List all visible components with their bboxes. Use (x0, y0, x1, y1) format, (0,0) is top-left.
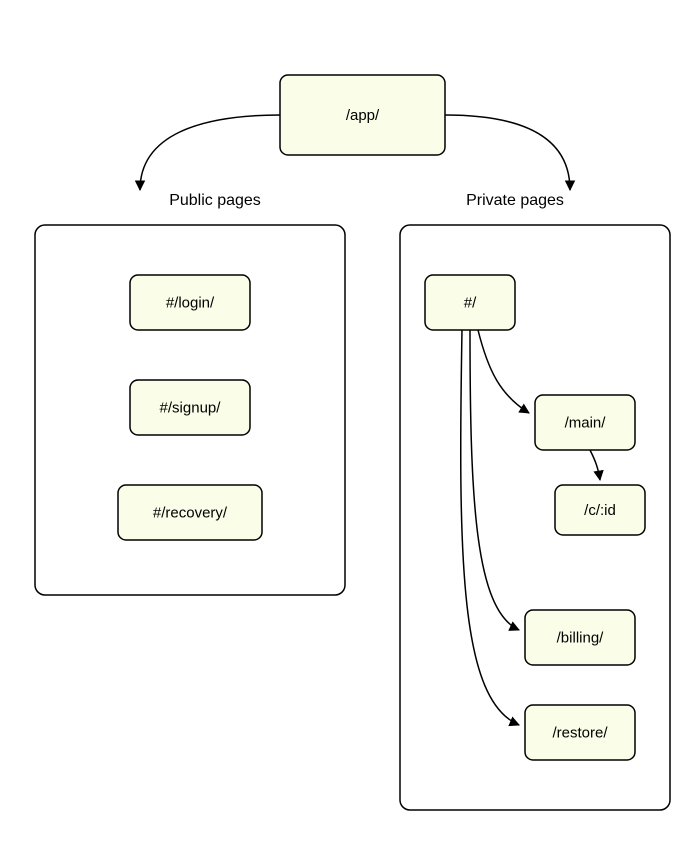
root-node-label: /app/ (346, 107, 380, 124)
node-main-label: /main/ (565, 414, 607, 431)
edge-root-public_header (140, 115, 280, 190)
node-login-label: #/login/ (166, 294, 215, 311)
node-signup-label: #/signup/ (160, 399, 222, 416)
edge-hash-restore (461, 330, 519, 725)
node-hash-label: #/ (464, 294, 477, 311)
private-header: Private pages (466, 192, 564, 209)
edge-main-cid (590, 450, 600, 480)
edge-root-private_header (445, 115, 570, 190)
node-restore-label: /restore/ (552, 724, 608, 741)
node-recovery-label: #/recovery/ (153, 504, 228, 521)
public-header: Public pages (169, 192, 261, 209)
node-billing-label: /billing/ (557, 629, 605, 646)
edge-hash-main (478, 330, 529, 413)
node-cid-label: /c/:id (584, 502, 616, 519)
